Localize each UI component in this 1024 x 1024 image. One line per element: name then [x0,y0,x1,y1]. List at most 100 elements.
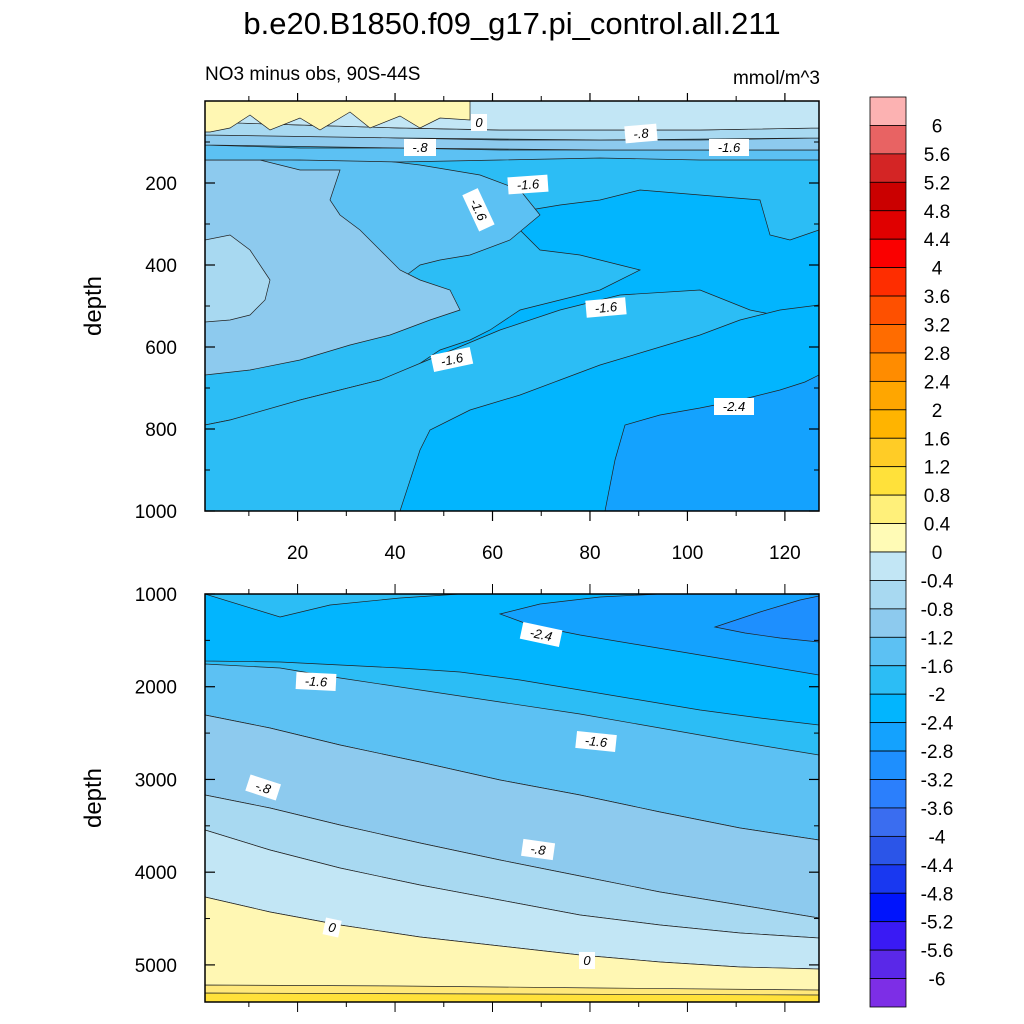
contour-label: -1.6 [462,188,495,232]
colorbar-swatch [869,949,907,979]
colorbar-label: 3.2 [924,316,950,337]
colorbar-label: 4.8 [924,202,950,223]
svg-text:0: 0 [475,115,483,130]
fill-band-lm16-top [205,144,819,163]
svg-text:-.8: -.8 [412,140,428,155]
fill-band-lm12 [205,159,461,376]
upper-x-tick-label: 100 [672,543,704,564]
colorbar-label: -1.2 [921,628,954,649]
svg-text:-.8: -.8 [530,841,548,858]
colorbar-swatch [869,210,907,240]
colorbar-swatch [869,636,907,667]
lower-y-tick-label: 3000 [135,770,177,791]
upper-x-tick-label: 80 [579,543,600,564]
colorbar-swatch [869,722,907,752]
upper-y-tick-label: 600 [145,338,177,359]
colorbar-label: -4.4 [921,856,954,877]
colorbar-label: 1.6 [924,429,950,450]
chart-subtitle-left: NO3 minus obs, 90S-44S [205,64,421,85]
svg-text:-.8: -.8 [633,125,650,141]
fill-band-lm28-lower [498,594,819,676]
contour-label: -1.6 [585,297,627,318]
colorbar-swatch [869,466,907,496]
colorbar-label: -2.8 [921,742,954,763]
upper-y-tick-label: 800 [145,420,177,441]
colorbar-swatch [869,96,907,126]
colorbar-label: 2.8 [924,344,950,365]
colorbar-label: -3.2 [921,771,954,792]
lower-plot-frame [204,593,820,1003]
contour-label: -1.6 [507,174,549,195]
contour-label: -2.4 [519,622,563,647]
chart-title: b.e20.B1850.f09_g17.pi_control.all.211 [243,6,781,41]
contour-label: -.8 [624,123,658,144]
svg-text:0: 0 [583,953,591,968]
colorbar-swatch [869,779,907,809]
contour-label: -2.4 [714,398,754,415]
contour-label: -.8 [521,838,556,861]
contour-label: -1.6 [430,347,474,372]
colorbar-label: 4.4 [924,230,951,251]
svg-text:-2.4: -2.4 [723,399,745,414]
colorbar-label: -6 [929,970,946,991]
colorbar-swatch [869,978,907,1008]
colorbar-swatch [869,665,907,695]
colorbar-swatch [869,238,907,269]
colorbar-label: -2.4 [921,714,954,735]
colorbar-label: 5.2 [924,173,950,194]
colorbar-label: -3.6 [921,799,954,820]
svg-text:-1.6: -1.6 [304,673,328,689]
colorbar-swatch [869,523,907,553]
contour-label: -.8 [245,774,281,801]
fill-band-lm08 [205,234,271,323]
colorbar-swatch [869,153,907,183]
colorbar-label: 3.6 [924,287,950,308]
svg-text:-2.4: -2.4 [529,625,554,644]
svg-text:-1.6: -1.6 [584,733,609,750]
colorbar-label: -4.8 [921,884,954,905]
colorbar-swatch [869,580,907,610]
colorbar-swatch [869,750,907,780]
colorbar-label: -1.6 [921,657,954,678]
colorbar-label: 1.2 [924,458,950,479]
colorbar-swatch [869,921,907,951]
svg-text:0: 0 [327,919,338,935]
colorbar-label: 0.8 [924,486,950,507]
lower-y-tick-label: 4000 [135,863,177,884]
colorbar-label: -4 [929,827,946,848]
colorbar-label: -0.4 [921,571,954,592]
svg-text:-1.6: -1.6 [516,176,540,193]
colorbar-label: 2 [932,401,943,422]
lower-y-tick-label: 2000 [135,678,177,699]
colorbar-swatch [869,295,907,325]
colorbar-swatch [869,324,907,354]
colorbar-swatch [869,608,907,638]
contour-label: 0 [471,114,487,131]
upper-y-tick-label: 200 [145,174,177,195]
upper-y-tick-label: 400 [145,256,177,277]
fill-band-zero-top [205,101,471,133]
fill-band-lm32-lower [713,595,819,643]
svg-text:-1.6: -1.6 [718,140,741,155]
contour-label: 0 [322,917,342,938]
contour-label: 0 [579,952,595,969]
chart-units-label: mmol/m^3 [732,68,820,89]
colorbar-swatch [869,864,907,894]
colorbar-label: -0.8 [921,600,954,621]
colorbar-label: 0.4 [924,515,951,536]
colorbar-label: -5.6 [921,941,954,962]
colorbar-swatch [869,409,907,439]
upper-contour-panel: 200 400 600 800 1000 20 40 60 80 100 120 depth 0 -… [80,93,820,564]
colorbar-swatch [869,267,907,297]
upper-x-tick-label: 60 [482,543,503,564]
colorbar-label: -2 [929,685,946,706]
upper-x-tick-label: 120 [769,543,801,564]
colorbar-swatch [869,125,907,155]
svg-text:-.8: -.8 [254,778,274,797]
contour-label: -1.6 [709,139,749,156]
upper-x-tick-label: 40 [384,543,405,564]
contour-label: -1.6 [575,730,617,753]
colorbar-swatch [869,437,907,468]
colorbar-swatch [869,352,907,382]
